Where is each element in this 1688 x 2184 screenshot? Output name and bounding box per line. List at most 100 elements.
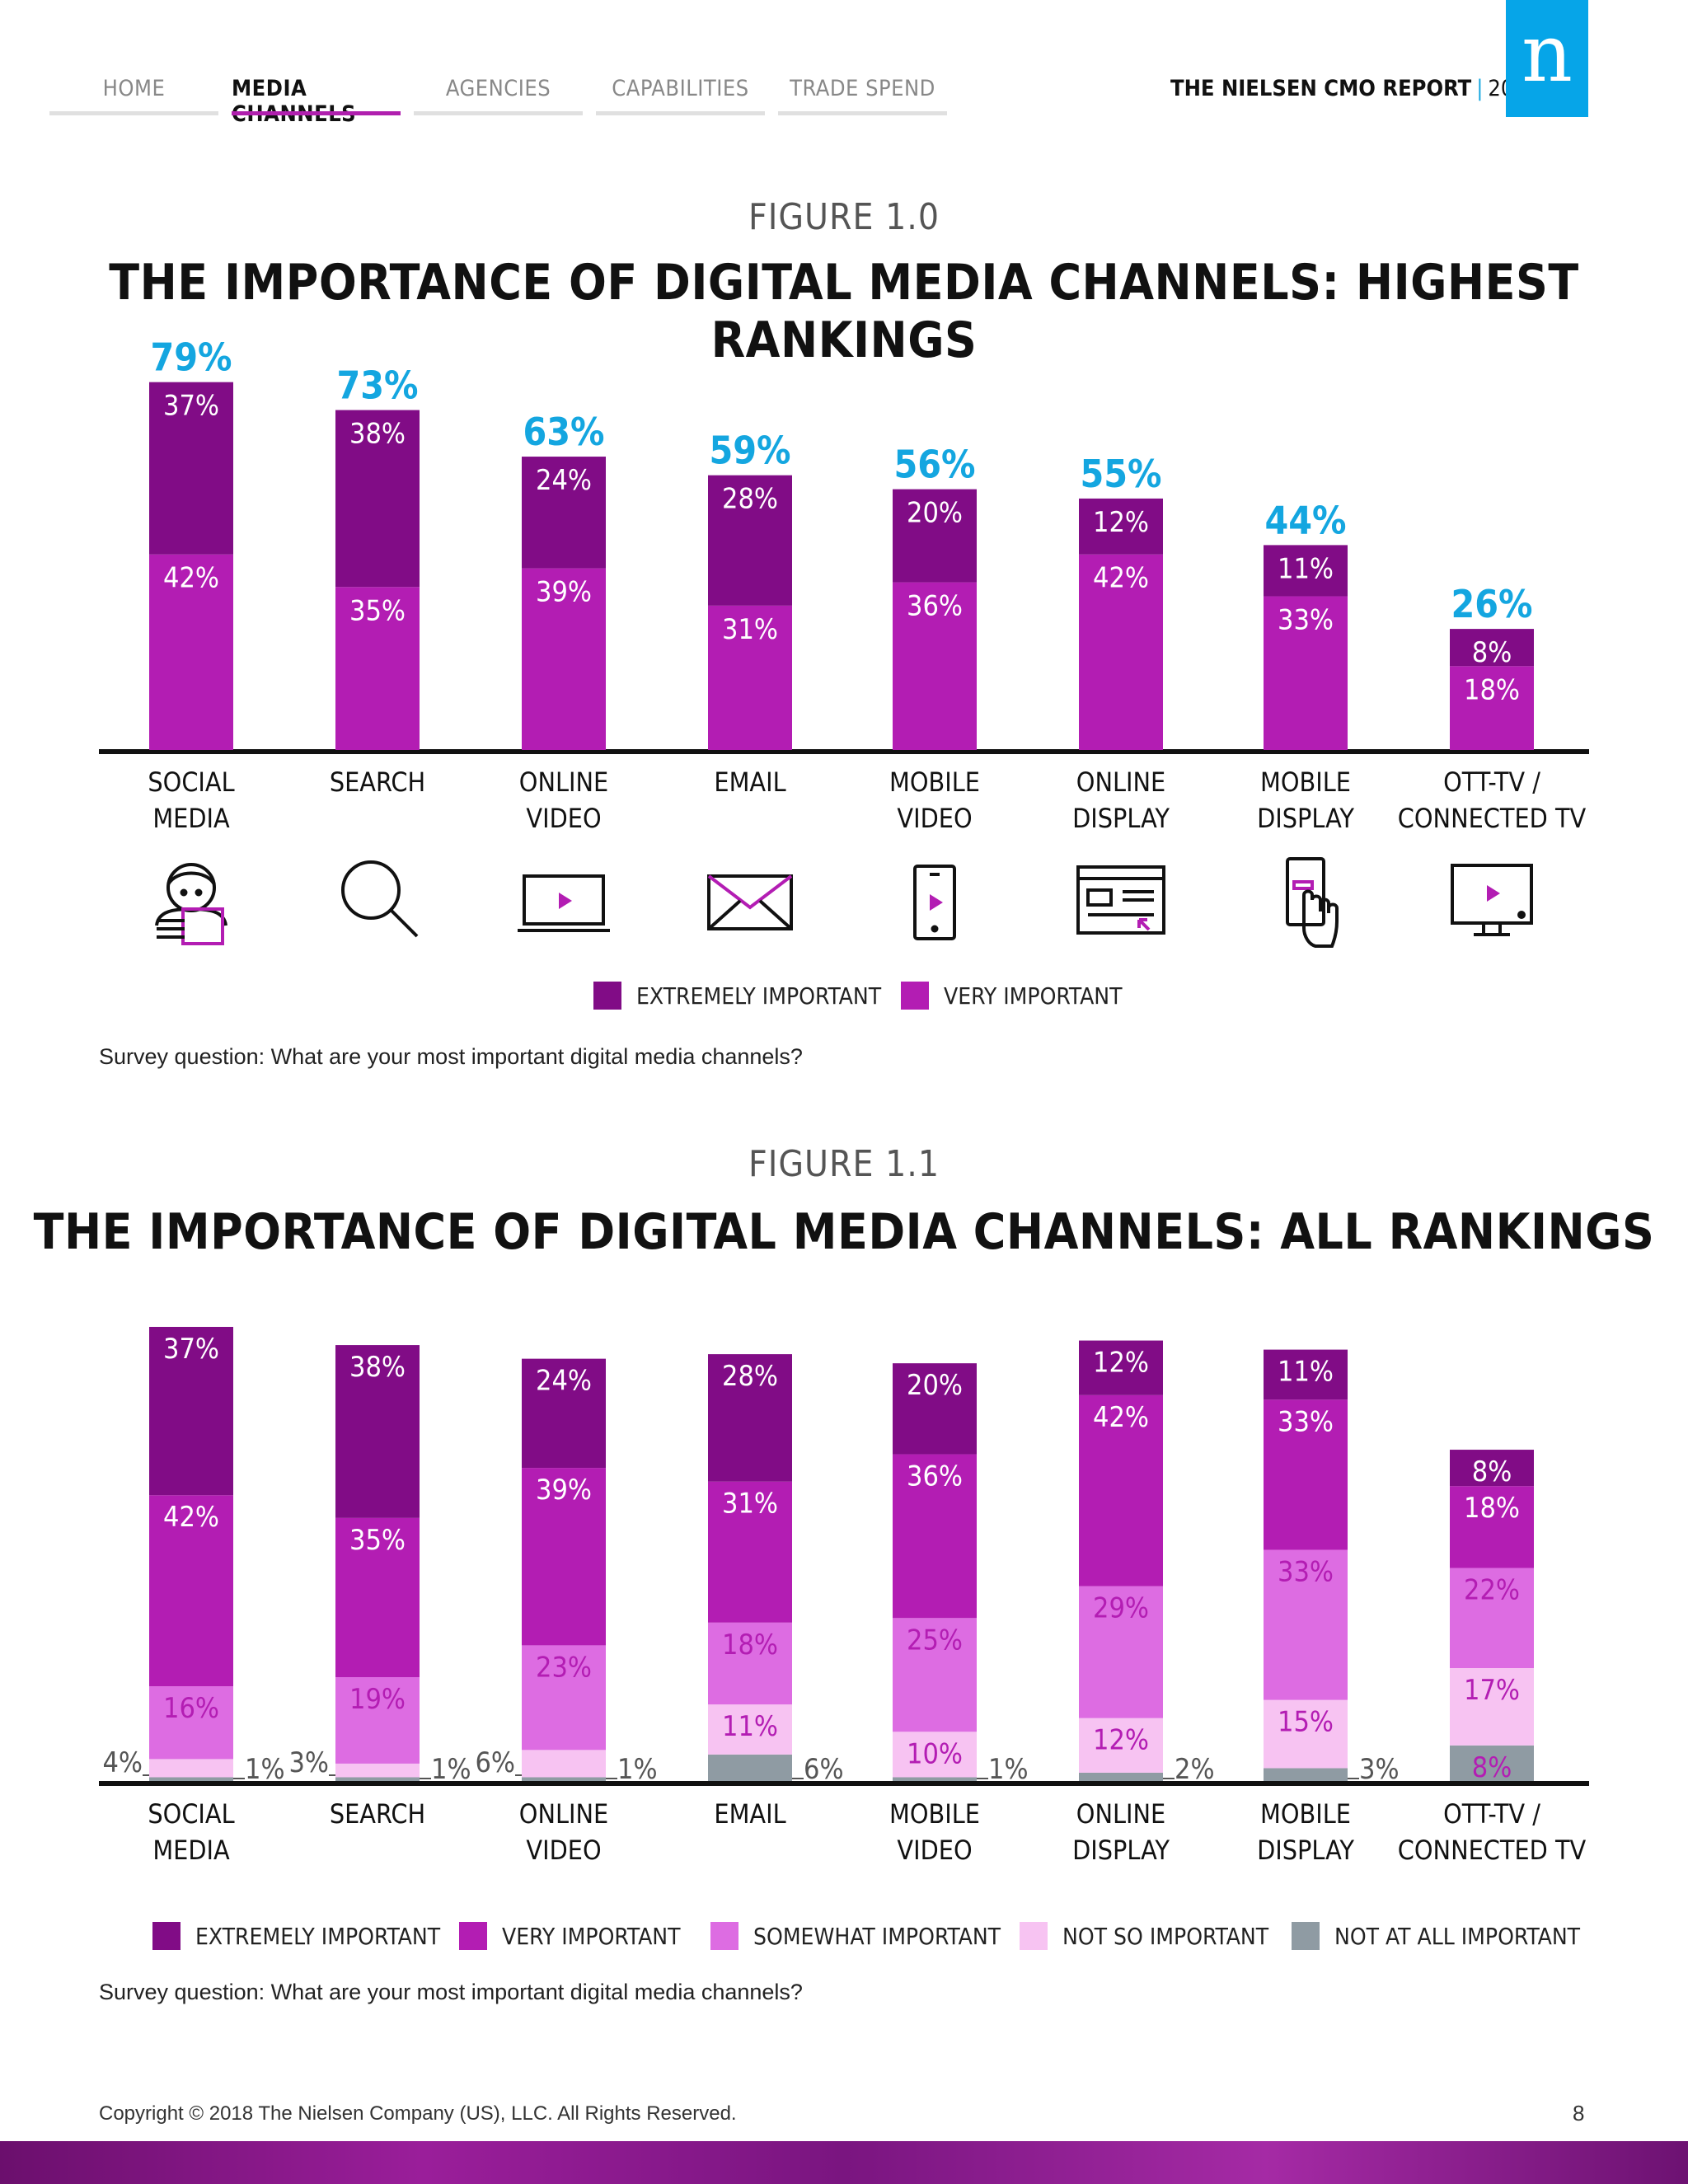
bar2-label-very-3: 31% [722,1488,778,1521]
category2-label-0: MEDIA [152,1835,230,1866]
connected-tv-icon [1451,864,1533,936]
legend1-very: VERY IMPORTANT [901,982,1123,1010]
bar-very-1 [335,587,420,750]
legend-label-not-at-all: NOT AT ALL IMPORTANT [1334,1922,1581,1950]
bar2-somewhat-2 [522,1645,606,1750]
bar-label-very-7: 18% [1464,673,1520,706]
category2-label-2: VIDEO [526,1835,601,1866]
category-label-4: VIDEO [897,803,972,834]
bar-label-very-5: 42% [1093,562,1149,595]
category2-label-7: OTT-TV / [1443,1798,1540,1830]
bar2-outside-label-not-at-all-6: 3% [1359,1753,1400,1786]
bar-label-extremely-2: 24% [536,464,592,497]
legend2-not-so: NOT SO IMPORTANT [1020,1922,1268,1950]
bar2-label-extremely-2: 24% [536,1365,592,1398]
bar2-outside-label-not-at-all-1: 1% [431,1753,471,1786]
bar2-label-somewhat-7: 22% [1464,1574,1520,1607]
bar2-extremely-7 [1450,1450,1534,1487]
tab-capabilities-label: CAPABILITIES [612,76,749,101]
tab-trade-spend[interactable]: TRADE SPEND [778,76,947,115]
bar2-not-so-4 [893,1732,977,1778]
bar2-somewhat-0 [149,1686,233,1760]
magnifier-icon [341,860,419,938]
bar-label-extremely-3: 28% [722,483,778,516]
bar2-label-very-1: 35% [349,1524,406,1557]
bar-very-3 [708,605,792,750]
category-label-2: VIDEO [526,803,601,834]
bar2-not-so-3 [708,1704,792,1755]
bar2-label-very-0: 42% [163,1501,219,1534]
bar-label-extremely-7: 8% [1472,636,1512,669]
legend-label-not-so: NOT SO IMPORTANT [1062,1922,1269,1950]
bar-label-extremely-5: 12% [1093,506,1149,539]
nielsen-logo[interactable]: n [1506,0,1588,117]
category-label-2: ONLINE [519,766,608,798]
bar2-extremely-3 [708,1354,792,1482]
bar-label-very-4: 36% [907,590,963,623]
chart-highest-rankings: 42% 37% 79% SOCIAL MEDIA 35% 38% 73% SEARCH 39% 24… [99,335,1589,834]
browser-display-icon [1076,865,1165,935]
bar-extremely-6 [1264,545,1348,597]
tab-media-channels[interactable]: MEDIA CHANNELS [232,76,401,127]
category-label-6: MOBILE [1260,766,1351,798]
bar2-label-extremely-1: 38% [349,1351,406,1384]
total-label-0: 79% [150,335,232,380]
bar2-extremely-5 [1079,1340,1163,1395]
bar2-very-3 [708,1481,792,1623]
bar2-somewhat-7 [1450,1568,1534,1668]
bar2-label-extremely-4: 20% [907,1369,963,1402]
category-label-7: OTT-TV / [1443,766,1540,798]
total-label-6: 44% [1264,498,1346,542]
legend-label-very: VERY IMPORTANT [944,982,1123,1010]
bar2-somewhat-5 [1079,1586,1163,1718]
bar-very-4 [893,582,977,750]
figure1-title: THE IMPORTANCE OF DIGITAL MEDIA CHANNELS… [109,254,1579,369]
legend-label-somewhat: SOMEWHAT IMPORTANT [753,1922,1001,1950]
bar2-label-very-5: 42% [1093,1401,1149,1434]
bar2-extremely-1 [335,1345,420,1518]
bar-label-extremely-1: 38% [349,418,406,451]
bar2-outside-label-not-at-all-3: 6% [804,1753,844,1786]
category2-label-2: ONLINE [519,1798,608,1830]
tab-underline [778,111,947,115]
legend-swatch-extremely [593,982,621,1010]
bar2-label-somewhat-5: 29% [1093,1592,1149,1625]
bar2-outside-label-not-at-all-4: 1% [988,1753,1029,1786]
bar2-not-at-all-1 [335,1777,420,1782]
bar2-not-at-all-3 [708,1754,792,1782]
bar2-very-7 [1450,1486,1534,1568]
tab-underline [596,111,765,115]
category2-label-1: SEARCH [330,1798,425,1830]
bar-extremely-2 [522,457,606,569]
total-label-3: 59% [709,429,790,473]
category-label-0: MEDIA [152,803,230,834]
bar2-very-2 [522,1468,606,1646]
bar2-label-extremely-0: 37% [163,1333,219,1366]
category2-label-0: SOCIAL [148,1798,234,1830]
bar2-outside-label-not-at-all-5: 2% [1175,1753,1215,1786]
bar2-outside-label-not-so-1: 3% [288,1746,329,1779]
bar2-very-1 [335,1517,420,1678]
bar2-very-0 [149,1495,233,1687]
bar-very-6 [1264,596,1348,750]
tab-agencies[interactable]: AGENCIES [414,76,583,115]
bar2-not-at-all-0 [149,1777,233,1782]
tab-capabilities[interactable]: CAPABILITIES [596,76,765,115]
bar2-label-not-so-5: 12% [1093,1724,1149,1757]
hand-phone-icon [1286,857,1339,948]
bar2-label-very-2: 39% [536,1474,592,1507]
figure1-survey-question: Survey question: What are your most impo… [99,1044,803,1069]
bar2-very-4 [893,1454,977,1619]
category2-label-7: CONNECTED TV [1398,1835,1587,1866]
total-label-1: 73% [336,363,418,408]
category2-label-5: ONLINE [1076,1798,1165,1830]
figure1-label: FIGURE 1.0 [748,196,940,238]
category2-label-5: DISPLAY [1072,1835,1170,1866]
report-title-text: THE NIELSEN CMO REPORT [1170,76,1472,101]
tab-home[interactable]: HOME [49,76,218,115]
bar2-label-not-so-4: 10% [907,1737,963,1770]
total-label-4: 56% [893,443,975,487]
logo-letter: n [1522,7,1573,100]
bar2-label-very-7: 18% [1464,1492,1520,1525]
bar-label-very-2: 39% [536,576,592,609]
